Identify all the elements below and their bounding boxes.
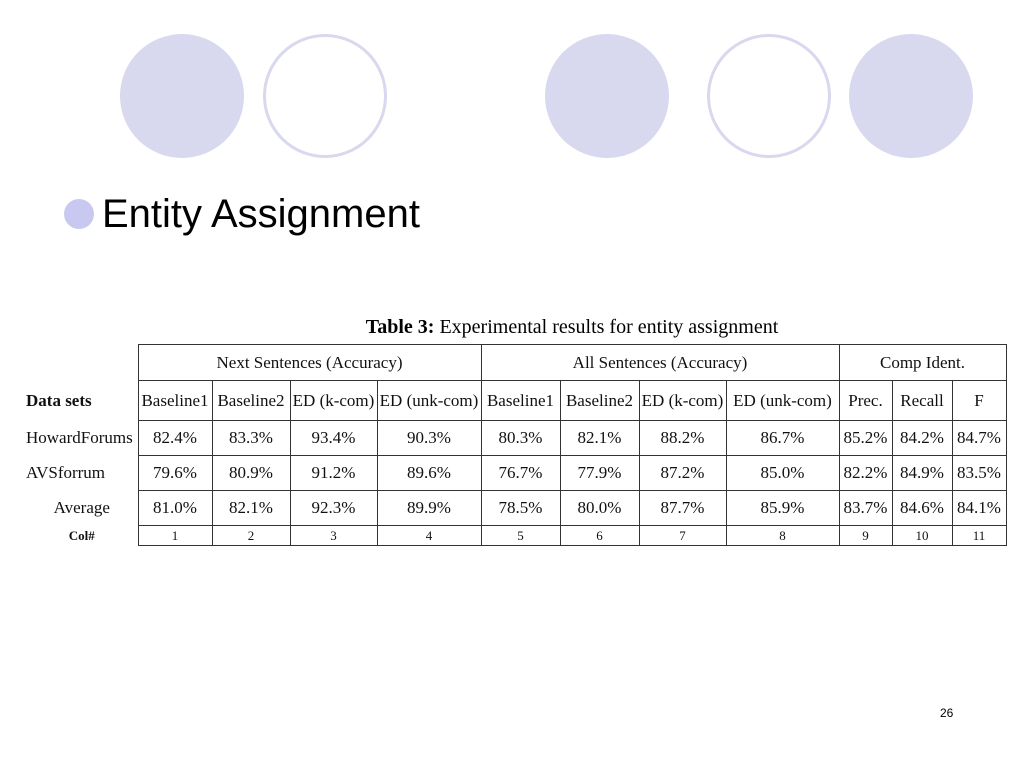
table-cell: 90.3%	[376, 420, 482, 456]
group-header: Next Sentences (Accuracy)	[137, 344, 482, 381]
table-cell: 84.2%	[891, 420, 953, 456]
table-cell: 82.2%	[838, 455, 893, 491]
colnum-cell: 10	[891, 525, 953, 546]
table-cell: 82.1%	[211, 490, 291, 526]
column-header: Baseline1	[480, 380, 561, 421]
colnum-cell: 4	[376, 525, 482, 546]
column-header: Baseline1	[137, 380, 213, 421]
table-cell: 89.9%	[376, 490, 482, 526]
row-label: HowardForums	[26, 428, 133, 447]
table-cell: 92.3%	[289, 490, 378, 526]
column-header: F	[951, 380, 1007, 421]
table-cell: 88.2%	[638, 420, 727, 456]
colnum-cell: 7	[638, 525, 727, 546]
table-cell: 86.7%	[725, 420, 840, 456]
group-header: Comp Ident.	[838, 344, 1007, 381]
table-row: Average 81.0% 82.1% 92.3% 89.9% 78.5% 80…	[26, 490, 1007, 526]
empty-cell	[26, 345, 138, 381]
bullet-item: Entity Assignment	[64, 186, 420, 242]
table-cell: 83.7%	[838, 490, 893, 526]
table-cell: 84.1%	[951, 490, 1007, 526]
colnum-cell: 2	[211, 525, 291, 546]
column-header: Baseline2	[211, 380, 291, 421]
column-header: Recall	[891, 380, 953, 421]
table-cell: 91.2%	[289, 455, 378, 491]
row-label: Average	[53, 498, 110, 517]
colnum-cell: 3	[289, 525, 378, 546]
table-cell: 89.6%	[376, 455, 482, 491]
bullet-dot-icon	[64, 199, 94, 229]
colnum-cell: 6	[559, 525, 640, 546]
table-cell: 82.4%	[137, 420, 213, 456]
table-cell: 84.9%	[891, 455, 953, 491]
table-cell: 85.9%	[725, 490, 840, 526]
colnum-label: Col#	[68, 527, 95, 543]
colnum-cell: 11	[951, 525, 1007, 546]
results-table: Next Sentences (Accuracy) All Sentences …	[26, 344, 1007, 546]
column-header: ED (unk-com)	[725, 380, 840, 421]
group-header: All Sentences (Accuracy)	[480, 344, 840, 381]
table-caption-label: Table 3:	[365, 316, 435, 338]
table-cell: 84.7%	[951, 420, 1007, 456]
bullet-text: Entity Assignment	[102, 192, 420, 236]
table-cell: 82.1%	[559, 420, 640, 456]
column-header: ED (k-com)	[289, 380, 378, 421]
column-header: Baseline2	[559, 380, 640, 421]
table-cell: 87.7%	[638, 490, 727, 526]
decorative-circle	[120, 34, 244, 158]
table-cell: 78.5%	[480, 490, 561, 526]
table-cell: 80.3%	[480, 420, 561, 456]
table-caption-text: Experimental results for entity assignme…	[434, 316, 779, 338]
table-cell: 83.3%	[211, 420, 291, 456]
table-cell: 81.0%	[137, 490, 213, 526]
decorative-circle	[545, 34, 669, 158]
decorative-circle	[849, 34, 973, 158]
table-cell: 80.0%	[559, 490, 640, 526]
column-header-row: Data sets Baseline1 Baseline2 ED (k-com)…	[26, 380, 1007, 421]
table-row: AVSforrum 79.6% 80.9% 91.2% 89.6% 76.7% …	[26, 455, 1007, 491]
table-caption: Table 3: Experimental results for entity…	[138, 316, 1006, 339]
table-cell: 77.9%	[559, 455, 640, 491]
table-cell: 93.4%	[289, 420, 378, 456]
decorative-circle	[263, 34, 387, 158]
column-header: ED (unk-com)	[376, 380, 482, 421]
table-cell: 85.0%	[725, 455, 840, 491]
table-cell: 85.2%	[838, 420, 893, 456]
page-number: 26	[940, 706, 954, 720]
colnum-cell: 1	[137, 525, 213, 546]
row-label: AVSforrum	[26, 463, 106, 482]
datasets-label: Data sets	[26, 390, 92, 410]
column-header: ED (k-com)	[638, 380, 727, 421]
colnum-cell: 5	[480, 525, 561, 546]
table-cell: 83.5%	[951, 455, 1007, 491]
colnum-cell: 8	[725, 525, 840, 546]
column-header: Prec.	[838, 380, 893, 421]
table-cell: 87.2%	[638, 455, 727, 491]
table-cell: 79.6%	[137, 455, 213, 491]
group-header-row: Next Sentences (Accuracy) All Sentences …	[26, 344, 1007, 381]
column-number-row: Col# 1 2 3 4 5 6 7 8 9 10 11	[26, 525, 1007, 546]
table-row: HowardForums 82.4% 83.3% 93.4% 90.3% 80.…	[26, 420, 1007, 456]
table-cell: 84.6%	[891, 490, 953, 526]
decorative-circle	[707, 34, 831, 158]
table-cell: 80.9%	[211, 455, 291, 491]
table-cell: 76.7%	[480, 455, 561, 491]
colnum-cell: 9	[838, 525, 893, 546]
